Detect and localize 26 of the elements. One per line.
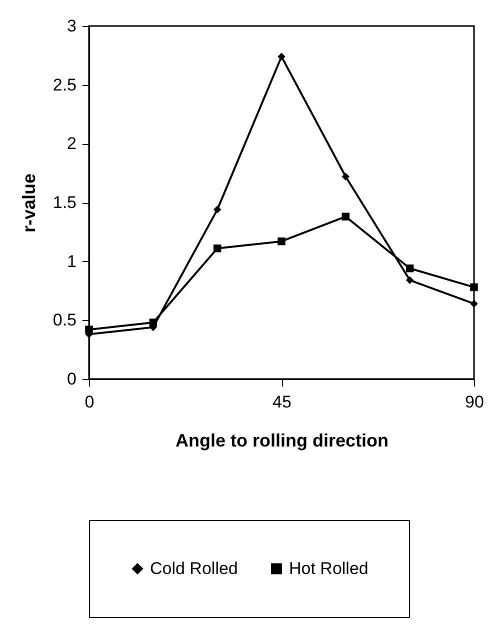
- point: [342, 172, 350, 180]
- y-tick-label: 0: [67, 370, 76, 388]
- y-tick-label: 3: [67, 16, 76, 36]
- point: [85, 326, 93, 334]
- y-tick-label: 1: [67, 252, 76, 271]
- point: [278, 237, 286, 246]
- point: [342, 212, 350, 220]
- x-axis-title: Angle to rolling direction: [176, 430, 388, 450]
- point: [213, 244, 222, 252]
- y-axis-title: r-value: [18, 173, 39, 233]
- point: [213, 206, 222, 214]
- y-tick-label: 1.5: [52, 193, 76, 212]
- x-tick-label: 0: [84, 392, 94, 412]
- legend-label: Hot Rolled: [289, 558, 368, 578]
- point: [406, 276, 414, 284]
- y-tick-label: 2.5: [52, 75, 76, 94]
- y-tick-label: 2: [67, 134, 76, 154]
- point: [470, 283, 478, 292]
- point: [278, 52, 286, 60]
- x-tick-label: 45: [272, 392, 292, 412]
- y-tick-label: 0.5: [52, 310, 76, 330]
- point: [470, 300, 478, 308]
- point: [406, 264, 414, 272]
- point: [149, 318, 158, 326]
- legend-label: Cold Rolled: [150, 558, 238, 578]
- x-tick-label: 90: [465, 392, 484, 412]
